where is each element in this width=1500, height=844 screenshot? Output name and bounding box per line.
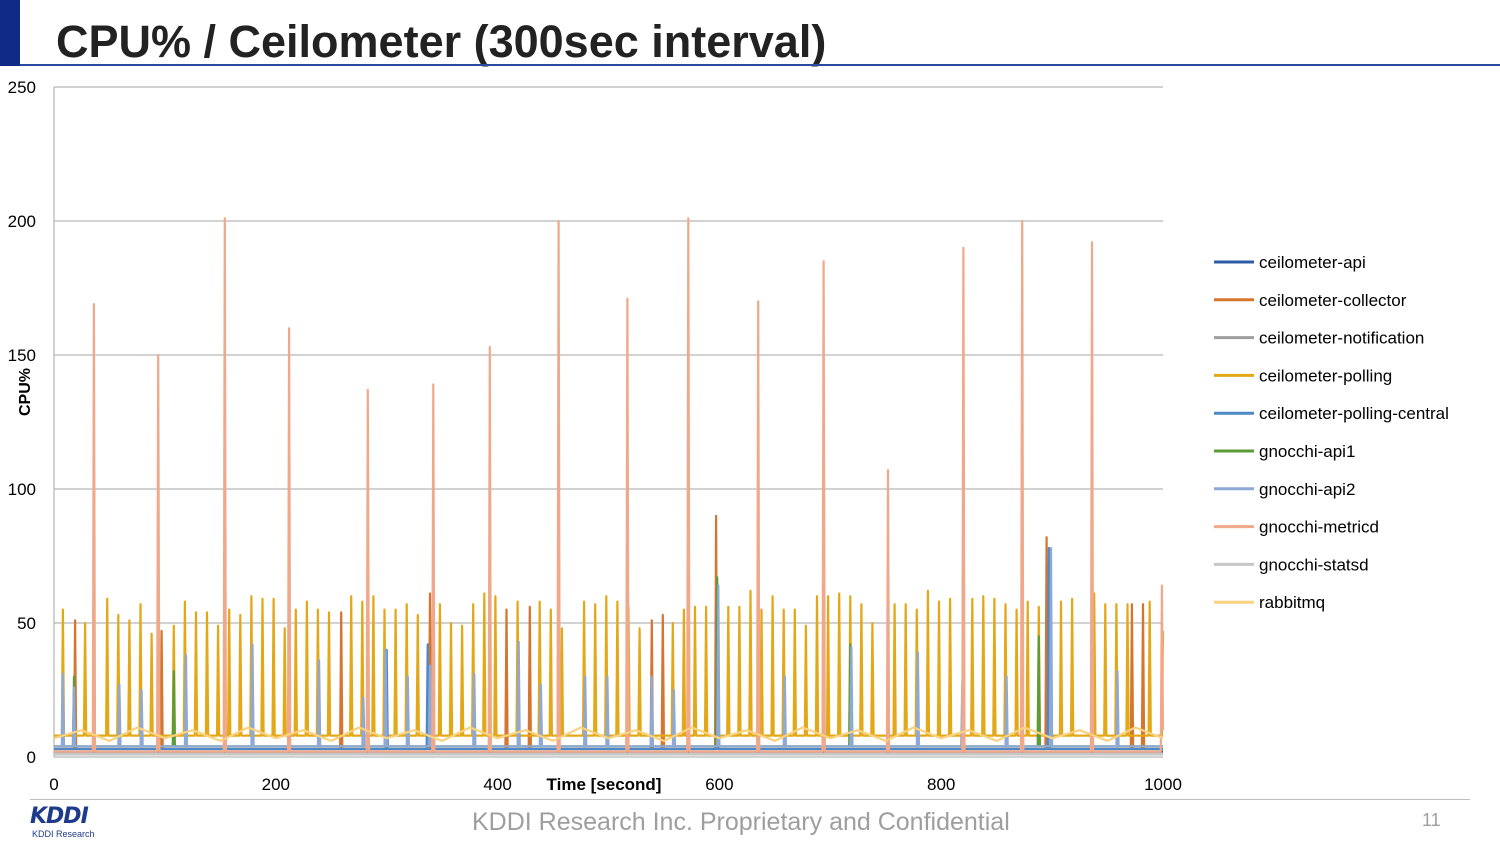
series-line-gnocchi-metricd — [54, 217, 1165, 753]
y-tick-label: 0 — [27, 748, 36, 767]
x-tick-label: 200 — [262, 775, 290, 794]
legend-label-ceilometer-api: ceilometer-api — [1259, 253, 1366, 272]
y-tick-label: 200 — [8, 212, 36, 231]
footer-confidential-text: KDDI Research Inc. Proprietary and Confi… — [472, 808, 1010, 836]
series-line-rabbitmq — [53, 726, 1164, 743]
legend-label-ceilometer-polling: ceilometer-polling — [1259, 366, 1392, 385]
series-line-gnocchi-api2 — [54, 546, 1163, 748]
legend-label-gnocchi-api1: gnocchi-api1 — [1259, 442, 1355, 461]
series-layer — [53, 217, 1165, 756]
y-tick-label: 150 — [8, 346, 36, 365]
legend-label-gnocchi-api2: gnocchi-api2 — [1259, 480, 1355, 499]
title-accent-bar — [0, 0, 20, 66]
legend-label-gnocchi-statsd: gnocchi-statsd — [1259, 555, 1369, 574]
cpu-line-chart: 0 50 100 150 200 250 0 200 400 600 800 1000 ceilome… — [8, 78, 1449, 794]
grid-layer — [54, 86, 1163, 758]
series-line-ceilometer-polling — [54, 589, 1165, 737]
title-rule — [20, 64, 1500, 66]
y-tick-label: 50 — [17, 614, 36, 633]
logo-mark: KDDI — [30, 804, 89, 829]
x-tick-label: 0 — [49, 775, 58, 794]
y-tick-label: 100 — [8, 480, 36, 499]
x-axis-label: Time [second] — [547, 775, 662, 794]
footer-rule — [30, 799, 1470, 800]
x-tick-label: 400 — [483, 775, 511, 794]
legend-label-ceilometer-collector: ceilometer-collector — [1259, 291, 1407, 310]
page-number: 11 — [1422, 810, 1441, 830]
y-tick-label: 250 — [8, 78, 36, 97]
axes-layer: 0 50 100 150 200 250 0 200 400 600 800 1000 — [8, 78, 1182, 794]
legend-label-gnocchi-metricd: gnocchi-metricd — [1259, 518, 1379, 537]
x-tick-label: 1000 — [1144, 775, 1182, 794]
legend: ceilometer-api ceilometer-collector ceilom… — [1214, 253, 1449, 612]
slide-title: CPU% / Ceilometer (300sec interval) — [56, 16, 827, 67]
x-tick-label: 800 — [927, 775, 955, 794]
legend-label-rabbitmq: rabbitmq — [1259, 593, 1325, 612]
y-axis-label: CPU% — [17, 368, 34, 416]
legend-label-ceilometer-notification: ceilometer-notification — [1259, 329, 1424, 348]
company-logo: KDDI KDDI Research — [30, 806, 110, 842]
legend-label-ceilometer-polling-central: ceilometer-polling-central — [1259, 404, 1449, 423]
logo-subtitle: KDDI Research — [32, 829, 95, 839]
x-tick-label: 600 — [705, 775, 733, 794]
